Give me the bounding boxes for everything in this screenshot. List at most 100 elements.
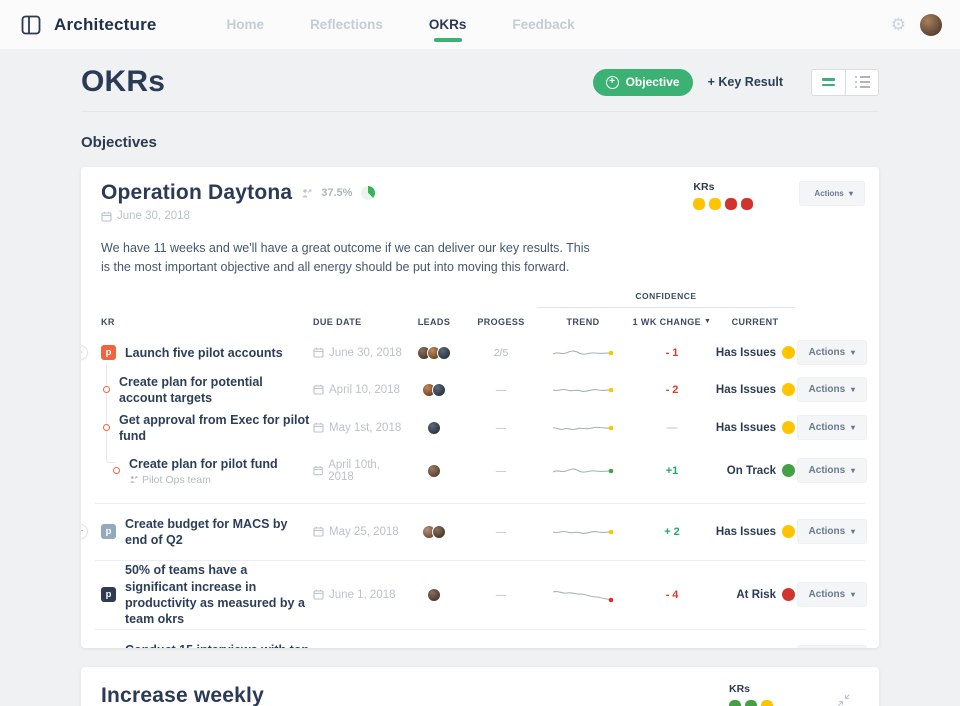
col-header-change[interactable]: 1 WK CHANGE ▼ <box>632 316 712 327</box>
status-dot-yellow <box>782 421 795 435</box>
kr-row[interactable]: Create plan for pilot fund Pilot Ops tea… <box>81 447 879 495</box>
kr-bullet-icon <box>103 386 110 394</box>
kr-current-status-label: Has Issues <box>715 421 776 434</box>
nav-item-okrs[interactable]: OKRs <box>429 0 467 49</box>
kr-row[interactable]: Get approval from Exec for pilot fund Ma… <box>81 409 879 447</box>
objective-title[interactable]: Increase weekly engagement with Wakanda <box>101 684 264 706</box>
col-header-current: CURRENT <box>731 316 779 327</box>
kr-week-change: - 4 <box>665 588 679 601</box>
col-header-due: DUE DATE <box>313 316 362 327</box>
user-avatar[interactable] <box>920 13 942 36</box>
status-dot-yellow <box>782 525 795 539</box>
page-title: OKRs <box>81 65 166 98</box>
page-body: OKRs + Objective + Key Result Objectives <box>0 65 960 706</box>
kr-bullet-icon <box>113 467 120 475</box>
chevron-down-icon: ▾ <box>850 423 855 433</box>
kr-actions-button[interactable]: Actions ▾ <box>796 582 867 608</box>
lead-avatars <box>417 345 451 360</box>
chevron-down-icon: ▾ <box>850 385 855 395</box>
app-brand[interactable]: Architecture <box>54 14 157 34</box>
col-header-progress: PROGESS <box>477 316 525 327</box>
list-view-toggle[interactable] <box>845 69 878 95</box>
collapse-icon[interactable] <box>837 693 851 706</box>
kr-title: Conduct 15 interviews with top customers <box>125 642 313 649</box>
objective-title[interactable]: Operation Daytona <box>101 181 293 204</box>
list-view-icon <box>854 75 870 89</box>
confidence-group-header: CONFIDENCE <box>537 291 795 308</box>
trend-sparkline <box>552 387 614 393</box>
kr-row[interactable]: - p Launch five pilot accounts June 30, … <box>81 335 879 371</box>
lead-avatar[interactable] <box>427 587 441 602</box>
lead-avatar[interactable] <box>437 345 451 360</box>
trend-sparkline <box>552 468 614 474</box>
kr-week-change: — <box>666 421 678 434</box>
plus-circle-icon: + <box>605 75 619 89</box>
collapse-handle[interactable]: - <box>81 344 88 360</box>
kr-status-dot-green <box>745 700 757 706</box>
card-view-toggle[interactable] <box>812 69 845 95</box>
kr-current-status-label: Has Issues <box>715 346 776 359</box>
view-toggle-group <box>811 68 879 96</box>
status-dot-red <box>782 588 795 602</box>
kr-row[interactable]: + p Create budget for MACS by end of Q2 … <box>81 512 879 552</box>
kr-actions-button[interactable]: Actions ▾ <box>796 645 867 648</box>
lead-avatar[interactable] <box>427 463 441 478</box>
row-divider <box>95 502 865 504</box>
col-header-leads: LEADS <box>417 316 451 327</box>
nav-item-reflections[interactable]: Reflections <box>310 17 383 32</box>
lead-avatars <box>422 524 446 539</box>
add-key-result-button[interactable]: + Key Result <box>707 75 783 89</box>
kr-due-date: April 10, 2018 <box>313 384 403 396</box>
section-title: Objectives <box>81 134 157 151</box>
status-dot-yellow <box>782 346 795 360</box>
status-dot-yellow <box>782 383 795 397</box>
kr-actions-button[interactable]: Actions ▾ <box>796 415 867 441</box>
team-icon <box>130 476 138 484</box>
lead-avatar[interactable] <box>427 420 441 435</box>
kr-actions-button[interactable]: Actions ▾ <box>796 458 867 484</box>
objective-due-date: June 30, 2018 <box>117 210 190 222</box>
kr-current-status-label: Has Issues <box>715 525 776 538</box>
kr-actions-button[interactable]: Actions ▾ <box>796 519 867 545</box>
kr-type-icon: p <box>101 345 116 361</box>
kr-status-dot-yellow <box>693 198 706 210</box>
kr-title: Launch five pilot accounts <box>125 345 283 360</box>
page-header: OKRs + Objective + Key Result <box>81 65 879 112</box>
objective-actions-button[interactable]: Actions ▾ <box>799 181 865 206</box>
chevron-down-icon: ▾ <box>848 189 853 198</box>
nav-item-feedback[interactable]: Feedback <box>512 17 575 32</box>
kr-week-change: +1 <box>665 464 679 477</box>
lead-avatar[interactable] <box>432 382 446 397</box>
kr-title: Create plan for potential account target… <box>119 374 263 405</box>
calendar-icon <box>313 527 324 537</box>
kr-progress: — <box>495 464 507 477</box>
settings-gear-icon[interactable]: ⚙ <box>890 15 906 34</box>
chevron-down-icon: ▾ <box>850 527 855 537</box>
kr-row[interactable]: Create plan for potential account target… <box>81 371 879 409</box>
add-objective-button[interactable]: + Objective <box>592 68 693 96</box>
nav-item-home[interactable]: Home <box>226 17 265 32</box>
krs-summary: KRs <box>693 181 754 210</box>
kr-team: Pilot Ops team <box>129 474 278 486</box>
kr-actions-button[interactable]: Actions ▾ <box>796 377 867 403</box>
calendar-icon <box>101 211 112 222</box>
trend-sparkline <box>552 425 614 431</box>
kr-status-dot-red <box>725 198 738 210</box>
lead-avatars <box>427 420 441 435</box>
kr-row[interactable]: + p Conduct 15 interviews with top custo… <box>81 638 879 648</box>
objective-card-header: Operation Daytona 37.5% June <box>81 181 879 222</box>
lead-avatar[interactable] <box>432 524 446 539</box>
kr-actions-button[interactable]: Actions ▾ <box>796 340 867 366</box>
krs-label: KRs <box>693 181 715 193</box>
kr-status-dot-yellow <box>761 700 773 706</box>
sidebar-toggle-icon[interactable] <box>18 12 44 38</box>
kr-due-date: June 30, 2018 <box>313 347 403 359</box>
chevron-down-icon: ▾ <box>850 590 855 600</box>
status-dot-green <box>782 464 795 478</box>
expand-handle[interactable]: + <box>81 523 88 539</box>
kr-row[interactable]: p 50% of teams have a significant increa… <box>81 563 879 626</box>
kr-status-dot-green <box>729 700 741 706</box>
krs-label: KRs <box>729 683 751 695</box>
row-divider <box>95 628 865 630</box>
kr-title: Create plan for pilot fund <box>129 456 278 471</box>
